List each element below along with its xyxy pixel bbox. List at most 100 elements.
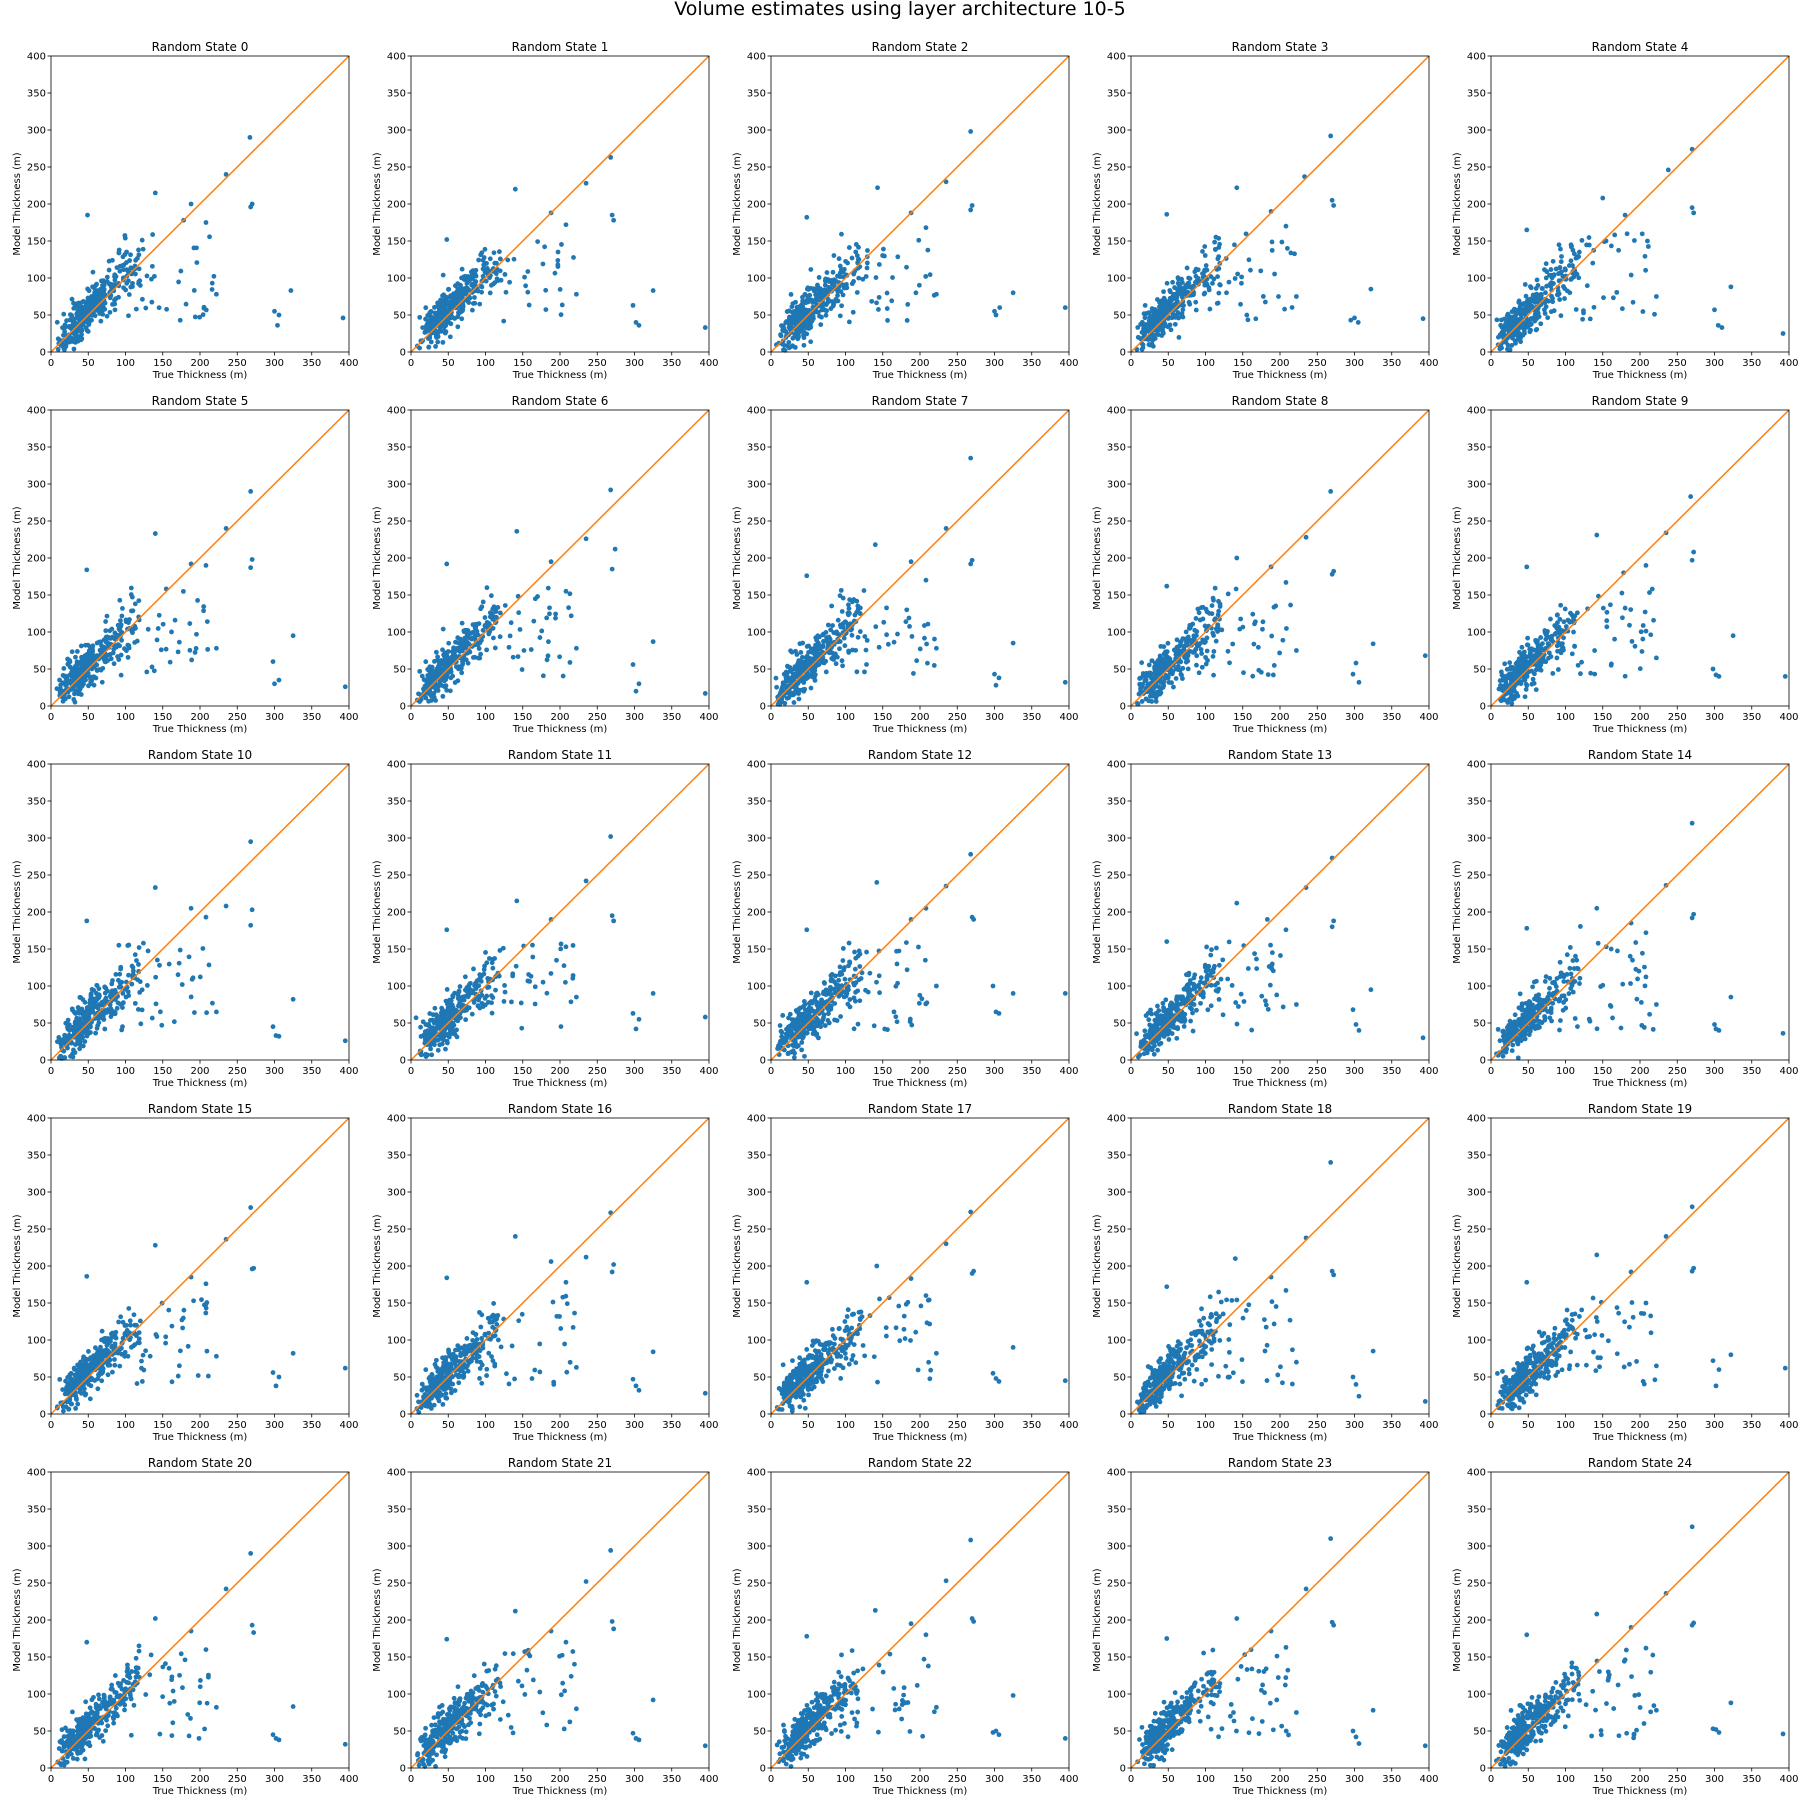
data-point (85, 320, 91, 326)
data-point (817, 644, 823, 650)
x-tick-label: 350 (1022, 712, 1041, 723)
data-point (1550, 258, 1556, 264)
data-point (139, 1007, 145, 1013)
data-point (933, 645, 939, 651)
data-point (475, 642, 481, 648)
data-point (119, 1027, 125, 1033)
data-point (171, 1019, 177, 1025)
data-point (925, 247, 931, 253)
data-point (1232, 242, 1237, 248)
data-point (1203, 263, 1209, 268)
data-point (106, 267, 112, 273)
x-axis-label: True Thickness (m) (1592, 724, 1688, 735)
data-point (884, 632, 890, 638)
y-axis-label: Model Thickness (m) (12, 506, 23, 609)
data-point (85, 212, 90, 218)
data-point (463, 1017, 469, 1023)
data-point (428, 693, 434, 699)
data-point (1248, 267, 1253, 273)
y-tick-label: 50 (1113, 311, 1126, 322)
data-point (1562, 606, 1568, 612)
data-point (160, 621, 166, 627)
data-point (1535, 647, 1541, 653)
data-point (1145, 327, 1151, 333)
x-tick-label: 150 (513, 712, 532, 723)
data-point (851, 279, 856, 284)
data-point (1169, 680, 1174, 686)
x-tick-label: 400 (1419, 712, 1438, 723)
y-tick-label: 150 (1467, 237, 1486, 248)
data-point (1139, 699, 1145, 704)
data-point (443, 1046, 448, 1052)
data-point (248, 839, 254, 845)
x-tick-label: 150 (1593, 358, 1612, 369)
data-point (1062, 679, 1068, 685)
data-point (1210, 595, 1216, 601)
data-point (1653, 655, 1659, 661)
data-point (86, 1005, 92, 1010)
data-point (129, 963, 135, 969)
data-point (444, 1040, 450, 1046)
y-tick-label: 350 (1467, 89, 1486, 100)
y-tick-label: 250 (1107, 517, 1126, 528)
data-point (490, 995, 496, 1000)
data-point (342, 1038, 348, 1044)
data-point (1256, 667, 1262, 673)
data-point (1212, 239, 1218, 245)
data-point (1138, 321, 1144, 327)
data-point (821, 631, 826, 637)
data-point (89, 317, 94, 323)
data-point (445, 1001, 450, 1007)
data-point (789, 304, 795, 310)
data-point (469, 307, 475, 313)
data-point (95, 992, 101, 998)
y-tick-label: 200 (27, 908, 46, 919)
data-point (836, 256, 842, 262)
data-point (904, 264, 909, 270)
data-point (73, 1018, 79, 1024)
data-point (124, 249, 129, 255)
data-point (166, 961, 172, 967)
data-point (82, 1039, 88, 1044)
data-point (61, 311, 67, 317)
x-tick-label: 100 (476, 358, 495, 369)
data-point (205, 646, 211, 652)
data-point (1548, 616, 1553, 622)
data-point (803, 299, 809, 305)
data-point (128, 252, 133, 258)
data-point (853, 249, 859, 255)
x-tick-label: 350 (662, 712, 681, 723)
data-point (272, 681, 277, 687)
data-point (841, 635, 847, 641)
data-point (1782, 674, 1788, 679)
data-point (1516, 300, 1522, 305)
data-point (477, 301, 483, 307)
data-point (57, 337, 63, 343)
data-point (1551, 281, 1556, 286)
data-point (1524, 227, 1530, 233)
data-point (1227, 660, 1232, 666)
data-point (1289, 305, 1295, 310)
data-point (125, 654, 131, 660)
data-point (1498, 683, 1503, 688)
data-point (1728, 284, 1734, 290)
data-point (75, 326, 81, 332)
data-point (1529, 656, 1535, 661)
data-point (472, 633, 478, 639)
data-point (440, 324, 446, 329)
data-point (825, 622, 831, 628)
data-point (923, 225, 929, 231)
data-point (1559, 269, 1564, 275)
y-tick-label: 250 (27, 517, 46, 528)
x-tick-label: 0 (1488, 712, 1494, 723)
data-point (1532, 300, 1538, 305)
data-point (1643, 563, 1649, 568)
data-point (463, 285, 469, 291)
data-point (1622, 605, 1628, 611)
data-point (440, 339, 446, 345)
data-point (774, 684, 780, 690)
data-point (490, 606, 496, 612)
data-point (464, 634, 470, 640)
data-point (907, 624, 912, 629)
data-point (1202, 253, 1208, 258)
